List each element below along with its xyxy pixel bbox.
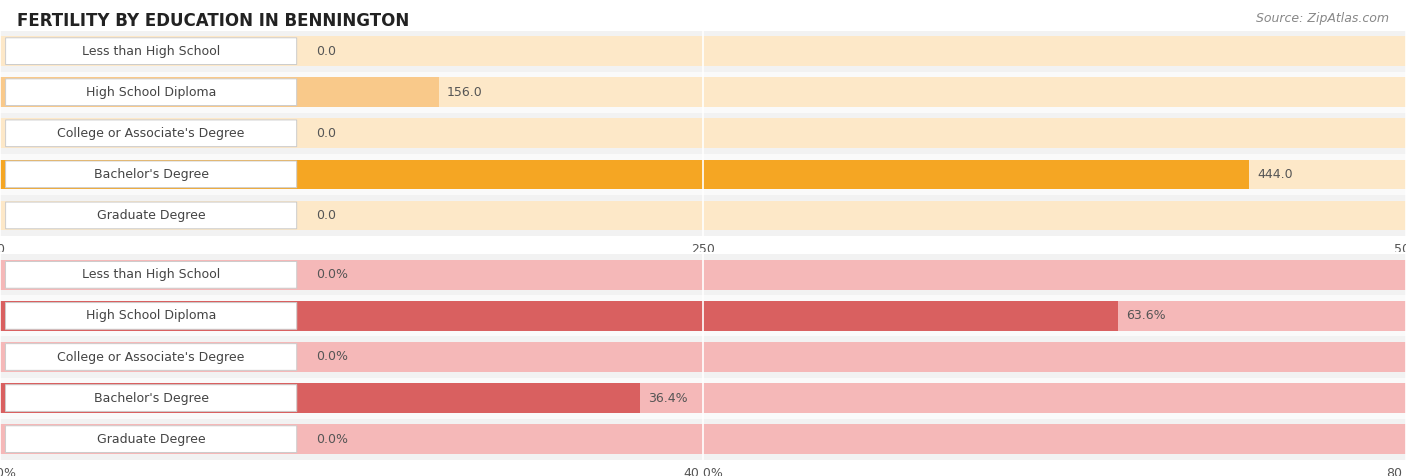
Bar xyxy=(0,195,1406,236)
Bar xyxy=(0,260,1406,290)
Text: 0.0: 0.0 xyxy=(316,127,336,140)
Bar xyxy=(0,424,1406,454)
FancyBboxPatch shape xyxy=(6,426,297,453)
FancyBboxPatch shape xyxy=(6,303,297,329)
Bar xyxy=(0,296,1406,337)
Text: FERTILITY BY EDUCATION IN BENNINGTON: FERTILITY BY EDUCATION IN BENNINGTON xyxy=(17,12,409,30)
Text: High School Diploma: High School Diploma xyxy=(86,309,217,322)
FancyBboxPatch shape xyxy=(6,344,297,370)
Bar xyxy=(0,30,1406,72)
Bar xyxy=(0,383,640,413)
Text: Less than High School: Less than High School xyxy=(82,45,221,58)
FancyBboxPatch shape xyxy=(6,385,297,411)
Text: Bachelor's Degree: Bachelor's Degree xyxy=(94,168,208,181)
Text: 156.0: 156.0 xyxy=(447,86,482,99)
Text: Graduate Degree: Graduate Degree xyxy=(97,433,205,446)
Bar xyxy=(0,78,439,107)
FancyBboxPatch shape xyxy=(6,120,297,147)
Bar xyxy=(0,159,1249,189)
Bar xyxy=(0,119,1406,148)
Bar xyxy=(0,113,1406,154)
Bar xyxy=(0,342,1406,372)
FancyBboxPatch shape xyxy=(6,202,297,229)
Text: College or Associate's Degree: College or Associate's Degree xyxy=(58,350,245,364)
Text: Graduate Degree: Graduate Degree xyxy=(97,209,205,222)
Bar xyxy=(0,254,1406,296)
Bar xyxy=(0,301,1406,331)
Text: Source: ZipAtlas.com: Source: ZipAtlas.com xyxy=(1256,12,1389,25)
Text: Bachelor's Degree: Bachelor's Degree xyxy=(94,392,208,405)
Text: 0.0: 0.0 xyxy=(316,45,336,58)
Text: 444.0: 444.0 xyxy=(1257,168,1292,181)
Text: 0.0%: 0.0% xyxy=(316,350,349,364)
Bar xyxy=(0,383,1406,413)
FancyBboxPatch shape xyxy=(6,161,297,188)
Bar xyxy=(0,301,1118,331)
Text: 0.0%: 0.0% xyxy=(316,268,349,281)
Bar xyxy=(0,78,1406,107)
Bar xyxy=(0,36,1406,66)
FancyBboxPatch shape xyxy=(6,38,297,64)
Text: 0.0%: 0.0% xyxy=(316,433,349,446)
Bar xyxy=(0,418,1406,460)
Text: College or Associate's Degree: College or Associate's Degree xyxy=(58,127,245,140)
Text: 63.6%: 63.6% xyxy=(1126,309,1166,322)
Bar xyxy=(0,337,1406,377)
FancyBboxPatch shape xyxy=(6,261,297,288)
Bar xyxy=(0,200,1406,230)
Bar xyxy=(0,377,1406,418)
Bar xyxy=(0,154,1406,195)
Text: High School Diploma: High School Diploma xyxy=(86,86,217,99)
Bar xyxy=(0,159,1406,189)
FancyBboxPatch shape xyxy=(6,79,297,106)
Bar xyxy=(0,72,1406,113)
Text: 36.4%: 36.4% xyxy=(648,392,688,405)
Text: Less than High School: Less than High School xyxy=(82,268,221,281)
Text: 0.0: 0.0 xyxy=(316,209,336,222)
